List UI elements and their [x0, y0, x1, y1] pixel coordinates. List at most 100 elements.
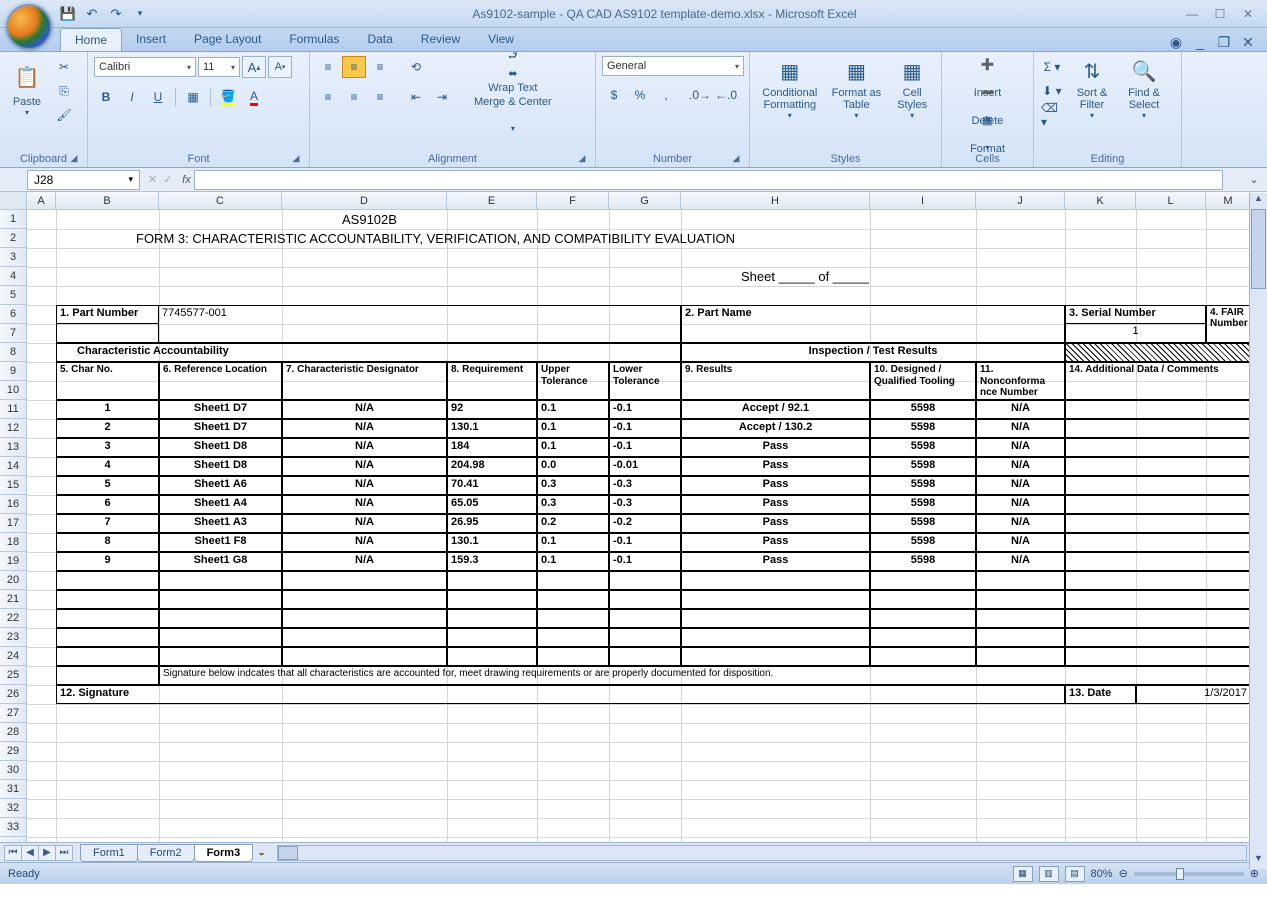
normal-view-button[interactable]: ▦ — [1013, 866, 1033, 882]
format-as-table-button[interactable]: ▦Format as Table▾ — [828, 56, 886, 122]
sheet-tab-form2[interactable]: Form2 — [137, 844, 195, 862]
percent-button[interactable]: % — [628, 84, 652, 106]
format-painter-button[interactable]: 🖌 — [52, 104, 76, 126]
row-header-28[interactable]: 28 — [0, 723, 26, 742]
restore-window[interactable]: ❐ — [1215, 33, 1233, 51]
sheet-nav-next[interactable]: ▶ — [38, 845, 56, 861]
row-header-22[interactable]: 22 — [0, 609, 26, 628]
clipboard-dialog[interactable]: ◢ — [67, 151, 81, 165]
merge-center-button[interactable]: ⬌ Merge & Center ▾ — [470, 86, 556, 114]
col-header-I[interactable]: I — [870, 192, 976, 209]
row-header-11[interactable]: 11 — [0, 400, 26, 419]
sheet-nav-first[interactable]: ⏮ — [4, 845, 22, 861]
vscroll-thumb[interactable] — [1251, 209, 1266, 289]
italic-button[interactable]: I — [120, 86, 144, 108]
close-workbook[interactable]: ✕ — [1239, 33, 1257, 51]
bold-button[interactable]: B — [94, 86, 118, 108]
fill-color-button[interactable]: 🪣 — [216, 86, 240, 108]
tab-view[interactable]: View — [474, 28, 528, 51]
row-header-5[interactable]: 5 — [0, 286, 26, 305]
orientation[interactable]: ⟲ — [404, 56, 428, 78]
row-header-32[interactable]: 32 — [0, 799, 26, 818]
increase-decimal[interactable]: .0→ — [688, 84, 712, 106]
qat-customize[interactable]: ▾ — [130, 4, 150, 24]
maximize-button[interactable]: ☐ — [1207, 5, 1233, 23]
number-format-combo[interactable]: General▾ — [602, 56, 744, 76]
find-select-button[interactable]: 🔍Find & Select▾ — [1120, 56, 1168, 122]
col-header-D[interactable]: D — [282, 192, 447, 209]
sheet-tab-form1[interactable]: Form1 — [80, 844, 138, 862]
col-header-G[interactable]: G — [609, 192, 681, 209]
formula-bar[interactable] — [194, 170, 1223, 190]
page-break-view-button[interactable]: ▤ — [1065, 866, 1085, 882]
scroll-up[interactable]: ▲ — [1250, 193, 1267, 209]
row-header-23[interactable]: 23 — [0, 628, 26, 647]
row-header-26[interactable]: 26 — [0, 685, 26, 704]
col-header-M[interactable]: M — [1206, 192, 1251, 209]
zoom-slider[interactable] — [1134, 872, 1244, 876]
cut-button[interactable]: ✂ — [52, 56, 76, 78]
row-header-16[interactable]: 16 — [0, 495, 26, 514]
page-layout-view-button[interactable]: ▥ — [1039, 866, 1059, 882]
minimize-button[interactable]: — — [1179, 5, 1205, 23]
row-header-17[interactable]: 17 — [0, 514, 26, 533]
row-header-10[interactable]: 10 — [0, 381, 26, 400]
row-header-3[interactable]: 3 — [0, 248, 26, 267]
row-header-18[interactable]: 18 — [0, 533, 26, 552]
name-box[interactable]: J28▾ — [27, 170, 140, 190]
clear-button[interactable]: ⌫ ▾ — [1040, 104, 1064, 126]
close-button[interactable]: ✕ — [1235, 5, 1261, 23]
align-center[interactable]: ≡ — [342, 86, 366, 108]
zoom-out-button[interactable]: ⊖ — [1119, 867, 1128, 880]
minimize-ribbon[interactable]: _ — [1191, 33, 1209, 51]
align-middle[interactable]: ≡ — [342, 56, 366, 78]
tab-page-layout[interactable]: Page Layout — [180, 28, 275, 51]
sheet-nav-prev[interactable]: ◀ — [21, 845, 39, 861]
sheet-tab-form3[interactable]: Form3 — [194, 844, 254, 862]
row-header-15[interactable]: 15 — [0, 476, 26, 495]
row-header-6[interactable]: 6 — [0, 305, 26, 324]
underline-button[interactable]: U — [146, 86, 170, 108]
hscroll-thumb[interactable] — [278, 846, 298, 860]
row-header-24[interactable]: 24 — [0, 647, 26, 666]
font-family-combo[interactable]: Calibri▾ — [94, 57, 196, 77]
fx-button[interactable]: fx — [178, 174, 194, 186]
office-button[interactable] — [6, 4, 52, 50]
row-header-7[interactable]: 7 — [0, 324, 26, 343]
align-bottom[interactable]: ≡ — [368, 56, 392, 78]
align-left[interactable]: ≡ — [316, 86, 340, 108]
row-header-12[interactable]: 12 — [0, 419, 26, 438]
row-header-30[interactable]: 30 — [0, 761, 26, 780]
row-header-31[interactable]: 31 — [0, 780, 26, 799]
tab-review[interactable]: Review — [407, 28, 474, 51]
row-header-33[interactable]: 33 — [0, 818, 26, 837]
delete-cells-button[interactable]: ➖ Delete ▾ — [948, 84, 1027, 110]
help-button[interactable]: ◉ — [1167, 33, 1185, 51]
cells-area[interactable]: AS9102BFORM 3: CHARACTERISTIC ACCOUNTABI… — [27, 210, 1267, 842]
tab-data[interactable]: Data — [353, 28, 406, 51]
copy-button[interactable]: ⎘ — [52, 80, 76, 102]
tab-home[interactable]: Home — [60, 28, 122, 51]
decrease-decimal[interactable]: ←.0 — [714, 84, 738, 106]
zoom-level[interactable]: 80% — [1091, 868, 1113, 880]
qat-undo[interactable]: ↶ — [82, 4, 102, 24]
expand-formula-bar[interactable]: ⌄ — [1245, 173, 1263, 186]
row-header-4[interactable]: 4 — [0, 267, 26, 286]
shrink-font-button[interactable]: A▾ — [268, 56, 292, 78]
horizontal-scrollbar[interactable] — [277, 845, 1247, 861]
row-header-2[interactable]: 2 — [0, 229, 26, 248]
number-dialog[interactable]: ◢ — [729, 151, 743, 165]
vertical-scrollbar[interactable]: ▲ ▼ — [1249, 193, 1267, 869]
font-size-combo[interactable]: 11▾ — [198, 57, 240, 77]
sheet-nav-last[interactable]: ⏭ — [55, 845, 73, 861]
scroll-down[interactable]: ▼ — [1250, 853, 1267, 869]
col-header-F[interactable]: F — [537, 192, 609, 209]
sort-filter-button[interactable]: ⇅Sort & Filter▾ — [1068, 56, 1116, 122]
row-header-1[interactable]: 1 — [0, 210, 26, 229]
cell-styles-button[interactable]: ▦Cell Styles▾ — [889, 56, 935, 122]
format-cells-button[interactable]: ▦ Format ▾ — [948, 112, 1027, 138]
grow-font-button[interactable]: A▴ — [242, 56, 266, 78]
paste-button[interactable]: 📋 Paste ▾ — [6, 56, 48, 122]
row-header-20[interactable]: 20 — [0, 571, 26, 590]
comma-button[interactable]: , — [654, 84, 678, 106]
